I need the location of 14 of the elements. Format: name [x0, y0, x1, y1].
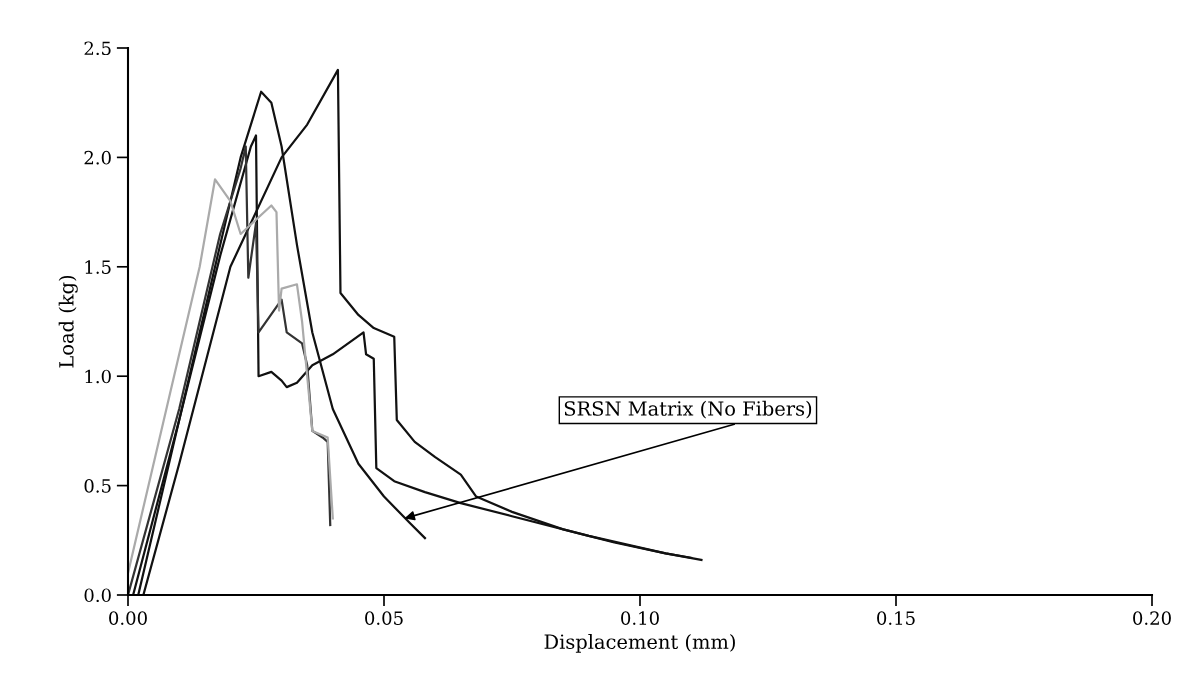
y-tick-label: 0.5: [84, 479, 111, 493]
x-tick-label: 0.10: [621, 611, 659, 625]
x-axis-title: Displacement (mm): [544, 634, 735, 653]
x-tick-label: 0.20: [1133, 611, 1171, 625]
x-tick-label: 0.05: [365, 611, 403, 625]
y-tick-label: 1.5: [85, 260, 111, 274]
y-tick-label: 0.0: [84, 588, 111, 603]
x-tick-label: 0.00: [109, 611, 147, 625]
x-tick-label: 0.15: [877, 611, 915, 625]
y-tick-label: 2.0: [84, 150, 111, 165]
annotation: SRSN Matrix (No Fibers): [564, 400, 812, 419]
y-axis-title: Load (kg): [58, 275, 78, 368]
y-tick-label: 1.0: [85, 369, 111, 384]
y-tick-label: 2.5: [84, 41, 111, 56]
